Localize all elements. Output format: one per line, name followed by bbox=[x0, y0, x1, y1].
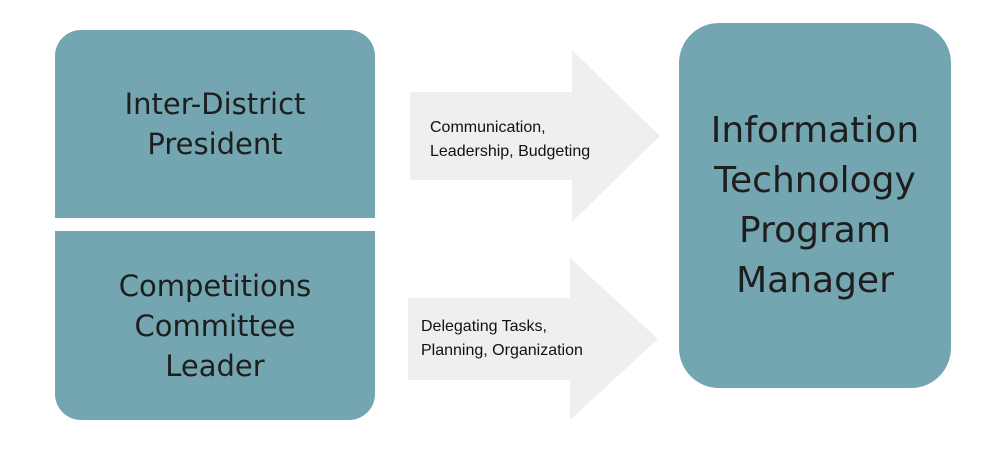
arrow-bottom bbox=[408, 258, 658, 420]
target-role-box-it-program-manager: Information Technology Program Manager bbox=[679, 23, 951, 388]
target-role-label: Information Technology Program Manager bbox=[710, 109, 920, 301]
arrow-label-skills-bottom: Delegating Tasks, Planning, Organization bbox=[421, 318, 583, 359]
arrow-top bbox=[410, 50, 660, 222]
role-box-inter-district-president: Inter-District President bbox=[55, 30, 375, 218]
role-label: Competitions Committee Leader bbox=[118, 268, 312, 383]
role-label: Inter-District President bbox=[124, 87, 306, 161]
role-box-competitions-committee-leader: Competitions Committee Leader bbox=[55, 231, 375, 420]
arrow-label-skills-top: Communication, Leadership, Budgeting bbox=[430, 119, 591, 160]
